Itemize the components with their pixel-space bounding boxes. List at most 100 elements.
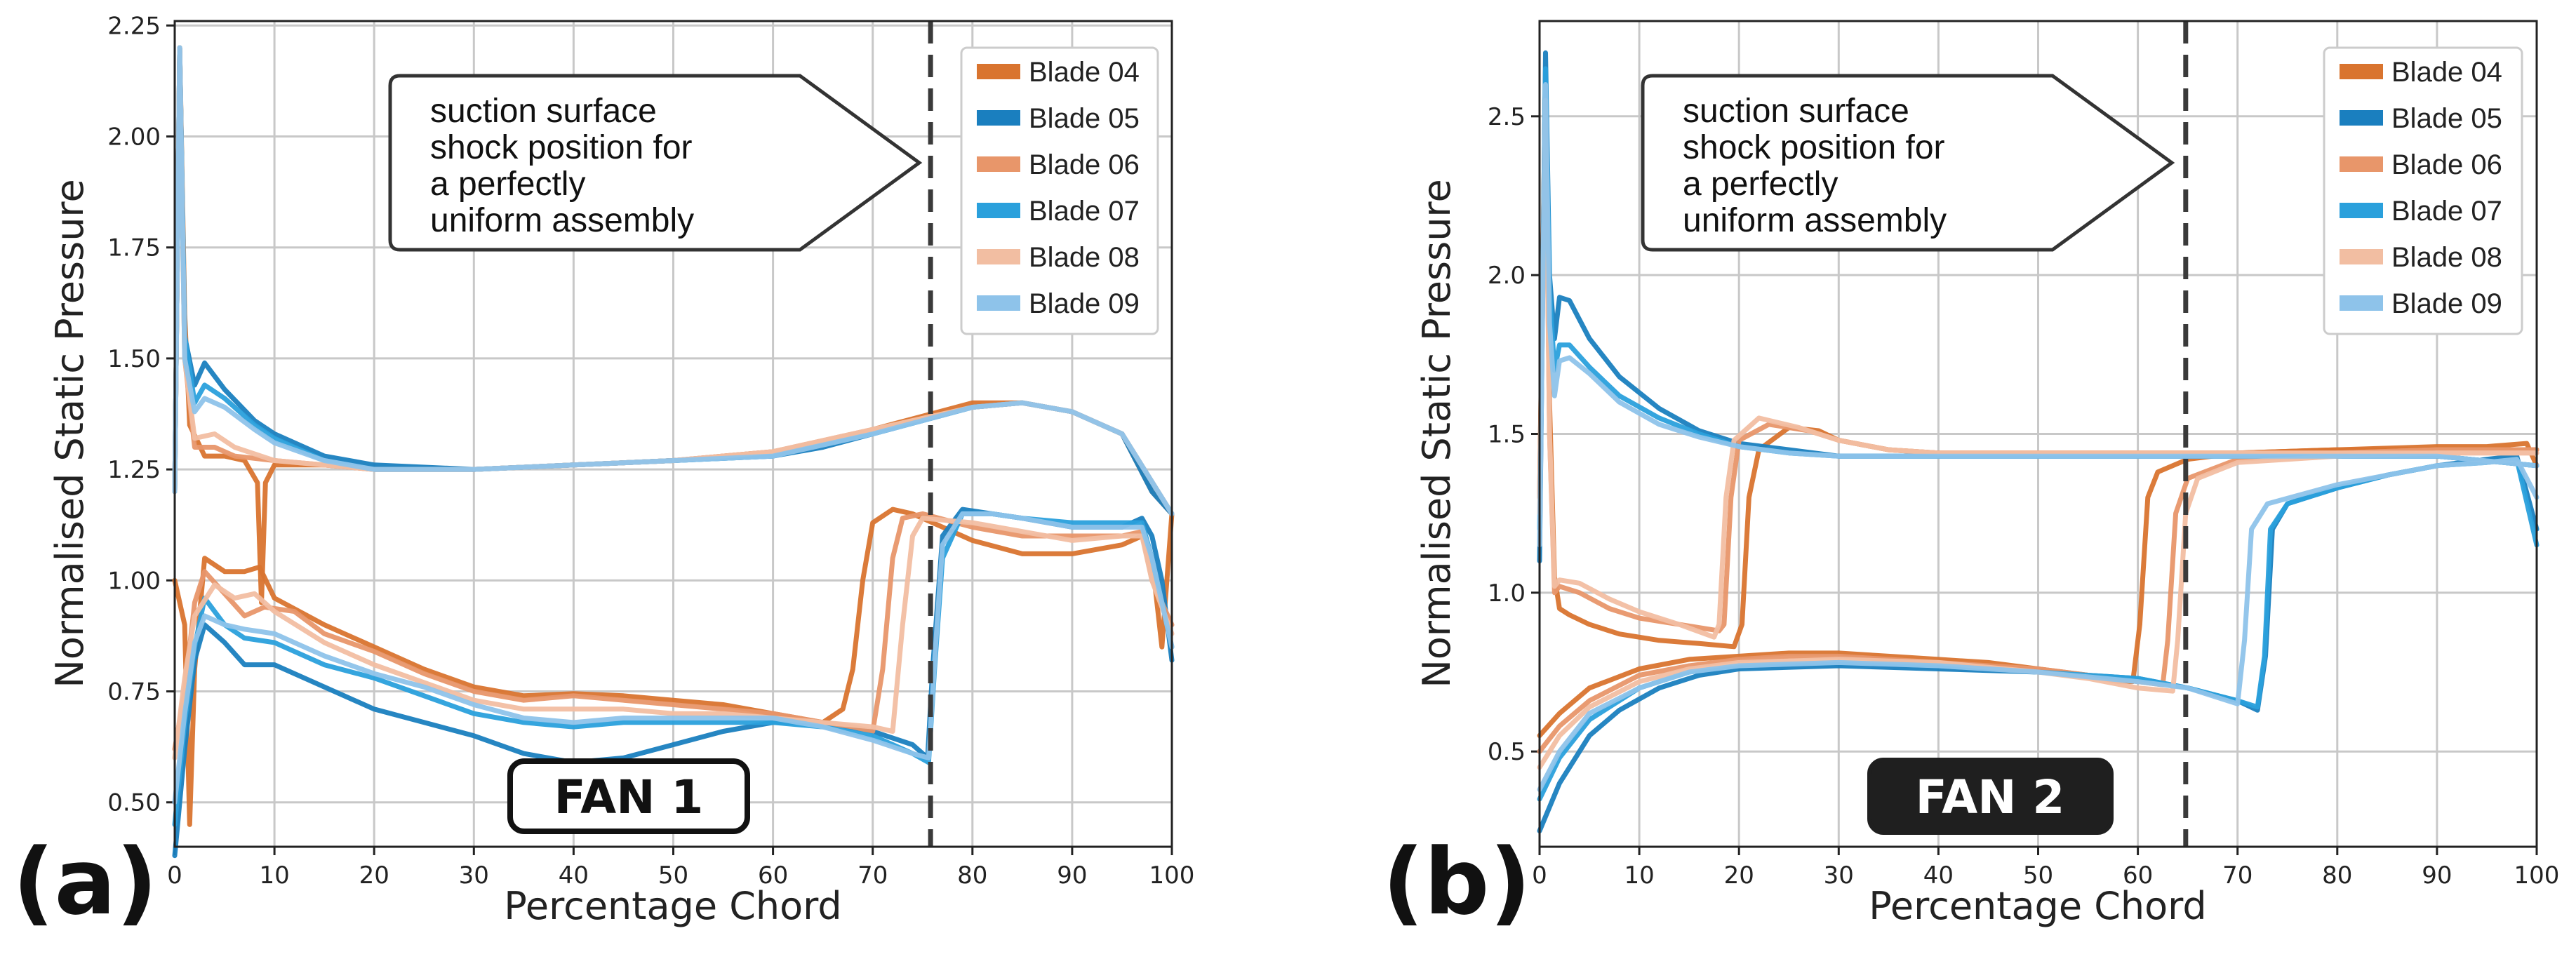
panel-a-x-tick-label-30: 30 xyxy=(459,861,489,890)
panel-a-legend-swatch-blade-04 xyxy=(977,64,1020,79)
panel-b-y-tick-label-1.5: 1.5 xyxy=(1488,421,1526,449)
panel-a-x-tick-label-100: 100 xyxy=(1149,861,1195,890)
panel-a-y-tick-label-1.5: 1.50 xyxy=(107,345,161,373)
panel-b-legend-swatch-blade-07 xyxy=(2340,203,2383,218)
panel-a-y-tick-label-2: 2.00 xyxy=(107,123,161,152)
panel-a-x-tick-label-50: 50 xyxy=(658,861,688,890)
panel-a-legend: Blade 04 Blade 05 Blade 06 Blade 07 Blade 08… xyxy=(960,46,1159,335)
panel-a-series-blade-08-suction xyxy=(172,516,1175,760)
panel-a-series-blade-09-pressure xyxy=(172,45,1175,516)
panel-b-annotation: suction surface shock position for a per… xyxy=(1641,74,2175,252)
panel-b-x-tick-label-70: 70 xyxy=(2222,861,2253,890)
panel-a-x-tick-label-80: 80 xyxy=(957,861,987,890)
panel-a-x-tick-label-40: 40 xyxy=(559,861,589,890)
panel-b-series-blade-08-pressure xyxy=(1537,98,2540,640)
panel-b-x-tick-label-80: 80 xyxy=(2322,861,2352,890)
panel-b-legend-label-blade-05: Blade 05 xyxy=(2391,103,2502,134)
panel-b-x-tick-label-40: 40 xyxy=(1923,861,1954,890)
panel-b-legend: Blade 04 Blade 05 Blade 06 Blade 07 Blade 08… xyxy=(2323,46,2523,335)
panel-b-y-tick-label-1: 1.0 xyxy=(1488,579,1526,608)
panel-b-annotation-line-4: uniform assembly xyxy=(1683,202,1947,239)
panel-b-x-tick-label-60: 60 xyxy=(2123,861,2153,890)
panel-b-fan-tag: FAN 2 xyxy=(1867,758,2114,835)
panel-b-y-tick-label-2.5: 2.5 xyxy=(1488,103,1526,131)
panel-b-annotation-line-2: shock position for xyxy=(1683,129,1945,166)
panel-b-legend-label-blade-07: Blade 07 xyxy=(2391,196,2502,227)
panel-b-annotation-line-1: suction surface xyxy=(1683,93,1909,130)
panel-a-annotation: suction surface shock position for a per… xyxy=(388,74,923,252)
panel-a-legend-swatch-blade-06 xyxy=(977,156,1020,172)
panel-b-fan-tag-label: FAN 2 xyxy=(1916,770,2065,824)
panel-b-plot-frame xyxy=(1538,20,2538,848)
panel-a-annotation-line-1: suction surface xyxy=(430,93,657,130)
panel-a-legend-swatch-blade-05 xyxy=(977,110,1020,126)
panel-a-fan-tag: FAN 1 xyxy=(507,758,750,834)
panel-a-legend-label-blade-05: Blade 05 xyxy=(1029,103,1140,134)
panel-b-x-axis-label: Percentage Chord xyxy=(1869,884,2206,928)
panel-b-series-blade-06-suction xyxy=(1537,447,2540,754)
panel-a-series-blade-09-suction xyxy=(172,511,1175,805)
panel-b-legend-swatch-blade-09 xyxy=(2340,295,2383,311)
panel-a-annotation-line-4: uniform assembly xyxy=(430,202,694,239)
panel-b-x-tick-label-0: 0 xyxy=(1532,861,1547,890)
panel-a-x-tick-label-0: 0 xyxy=(167,861,182,890)
panel-a-x-tick-label-20: 20 xyxy=(359,861,389,890)
panel-a-y-tick-label-1.25: 1.25 xyxy=(107,456,161,484)
panel-a-x-tick-label-70: 70 xyxy=(857,861,888,890)
panel-a-legend-label-blade-06: Blade 06 xyxy=(1029,149,1140,180)
panel-a-legend-label-blade-07: Blade 07 xyxy=(1029,196,1140,227)
panel-b-legend-swatch-blade-04 xyxy=(2340,64,2383,79)
panel-b: 0 10 20 30 40 50 60 70 80 90 100 0.5 1.0 1.5 2.0 2.5 su… xyxy=(1382,20,2560,935)
panel-a-y-tick-label-0.75: 0.75 xyxy=(107,678,161,706)
panel-b-x-tick-label-90: 90 xyxy=(2422,861,2452,890)
panel-b-callout-shape xyxy=(1641,74,2175,252)
panel-b-legend-swatch-blade-06 xyxy=(2340,156,2383,172)
panel-b-series-blade-09-pressure xyxy=(1537,82,2540,548)
panel-b-legend-label-blade-06: Blade 06 xyxy=(2391,149,2502,180)
panel-a-series xyxy=(172,45,1175,859)
panel-a-fan-tag-label: FAN 1 xyxy=(554,770,704,824)
panel-b-y-tick-label-2: 2.0 xyxy=(1488,262,1526,290)
panel-a-x-tick-label-60: 60 xyxy=(758,861,788,890)
panel-b-legend-label-blade-09: Blade 09 xyxy=(2391,288,2502,319)
panel-b-legend-swatch-blade-05 xyxy=(2340,110,2383,126)
panel-a-x-tick-label-10: 10 xyxy=(259,861,289,890)
panel-a-y-tick-label-1.75: 1.75 xyxy=(107,234,161,262)
panel-b-fan-tag-box xyxy=(1867,758,2114,835)
panel-a-y-tick-label-2.25: 2.25 xyxy=(107,12,161,40)
panel-a-y-axis-label: Normalised Static Pressure xyxy=(48,179,92,688)
panel-a-legend-swatch-blade-08 xyxy=(977,249,1020,264)
panel-b-ticks: 0 10 20 30 40 50 60 70 80 90 100 0.5 1.0 1.5 2.0 2.5 xyxy=(1488,103,2560,890)
panel-b-annotation-line-3: a perfectly xyxy=(1683,166,1838,203)
panel-b-x-tick-label-30: 30 xyxy=(1824,861,1854,890)
panel-a-ticks: 0 10 20 30 40 50 60 70 80 90 100 0.50 0.75 1.00 1.25 1.… xyxy=(107,12,1194,890)
panel-a-legend-swatch-blade-07 xyxy=(977,203,1020,218)
panel-a-x-axis-label: Percentage Chord xyxy=(504,884,841,928)
panel-a-fan-tag-box xyxy=(507,758,750,834)
panel-b-x-tick-label-20: 20 xyxy=(1724,861,1754,890)
panel-a-callout-shape xyxy=(388,74,923,252)
panel-a-x-tick-label-90: 90 xyxy=(1057,861,1087,890)
panel-a-legend-label-blade-04: Blade 04 xyxy=(1029,57,1140,88)
panel-b-legend-swatch-blade-08 xyxy=(2340,249,2383,264)
panel-b-legend-label-blade-04: Blade 04 xyxy=(2391,57,2502,88)
panel-b-series-blade-09-suction xyxy=(1537,457,2540,792)
panel-a-y-tick-label-0.5: 0.50 xyxy=(107,789,161,817)
panel-b-x-tick-label-10: 10 xyxy=(1624,861,1654,890)
panel-a-letter: (a) xyxy=(13,829,158,935)
panel-a-legend-swatch-blade-09 xyxy=(977,295,1020,311)
panel-a-legend-label-blade-09: Blade 09 xyxy=(1029,288,1140,319)
panel-b-x-tick-label-100: 100 xyxy=(2514,861,2560,890)
panel-b-letter: (b) xyxy=(1382,829,1531,935)
panel-a-y-tick-label-1: 1.00 xyxy=(107,567,161,595)
panel-a-annotation-line-3: a perfectly xyxy=(430,166,585,203)
panel-a-annotation-line-2: shock position for xyxy=(430,129,693,166)
panel-b-series xyxy=(1537,50,2540,833)
panel-b-legend-label-blade-08: Blade 08 xyxy=(2391,242,2502,273)
panel-a-legend-label-blade-08: Blade 08 xyxy=(1029,242,1140,273)
panel-b-y-tick-label-0.5: 0.5 xyxy=(1488,738,1526,766)
panel-a-plot-frame xyxy=(173,20,1173,848)
panel-a-series-blade-06-suction xyxy=(172,511,1175,752)
panel-b-x-tick-label-50: 50 xyxy=(2023,861,2053,890)
